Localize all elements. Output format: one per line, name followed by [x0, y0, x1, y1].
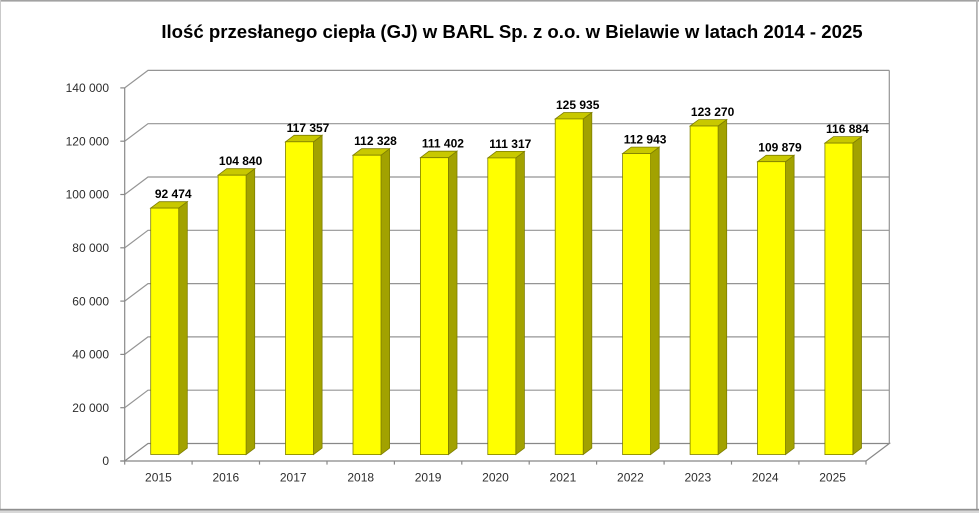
svg-text:2020: 2020: [482, 470, 509, 484]
svg-text:0: 0: [102, 454, 109, 468]
svg-text:20 000: 20 000: [72, 401, 109, 415]
svg-text:2015: 2015: [145, 470, 172, 484]
svg-text:2024: 2024: [752, 470, 779, 484]
svg-text:2018: 2018: [347, 470, 374, 484]
svg-text:2017: 2017: [280, 470, 307, 484]
svg-text:60 000: 60 000: [72, 294, 109, 308]
svg-text:111 402: 111 402: [422, 137, 464, 151]
svg-text:2023: 2023: [684, 470, 711, 484]
svg-text:140 000: 140 000: [66, 81, 110, 95]
svg-text:120 000: 120 000: [66, 134, 110, 148]
svg-text:112 328: 112 328: [354, 134, 397, 148]
svg-text:117 357: 117 357: [287, 121, 330, 135]
svg-text:111 317: 111 317: [489, 137, 531, 151]
svg-text:92 474: 92 474: [155, 187, 192, 201]
svg-text:104 840: 104 840: [219, 154, 263, 168]
svg-text:2022: 2022: [617, 470, 644, 484]
svg-text:2019: 2019: [415, 470, 442, 484]
svg-text:2025: 2025: [819, 470, 846, 484]
svg-text:2016: 2016: [212, 470, 239, 484]
svg-text:123 270: 123 270: [691, 105, 735, 119]
svg-text:100 000: 100 000: [66, 188, 110, 202]
svg-text:112 943: 112 943: [624, 133, 667, 147]
svg-text:80 000: 80 000: [72, 241, 109, 255]
svg-text:Ilość przesłanego ciepła (GJ): Ilość przesłanego ciepła (GJ) w BARL Sp.…: [161, 21, 862, 42]
svg-text:109 879: 109 879: [758, 141, 802, 155]
svg-text:40 000: 40 000: [72, 348, 109, 362]
svg-text:125 935: 125 935: [556, 98, 600, 112]
svg-text:116 884: 116 884: [826, 122, 869, 136]
svg-text:2021: 2021: [550, 470, 577, 484]
